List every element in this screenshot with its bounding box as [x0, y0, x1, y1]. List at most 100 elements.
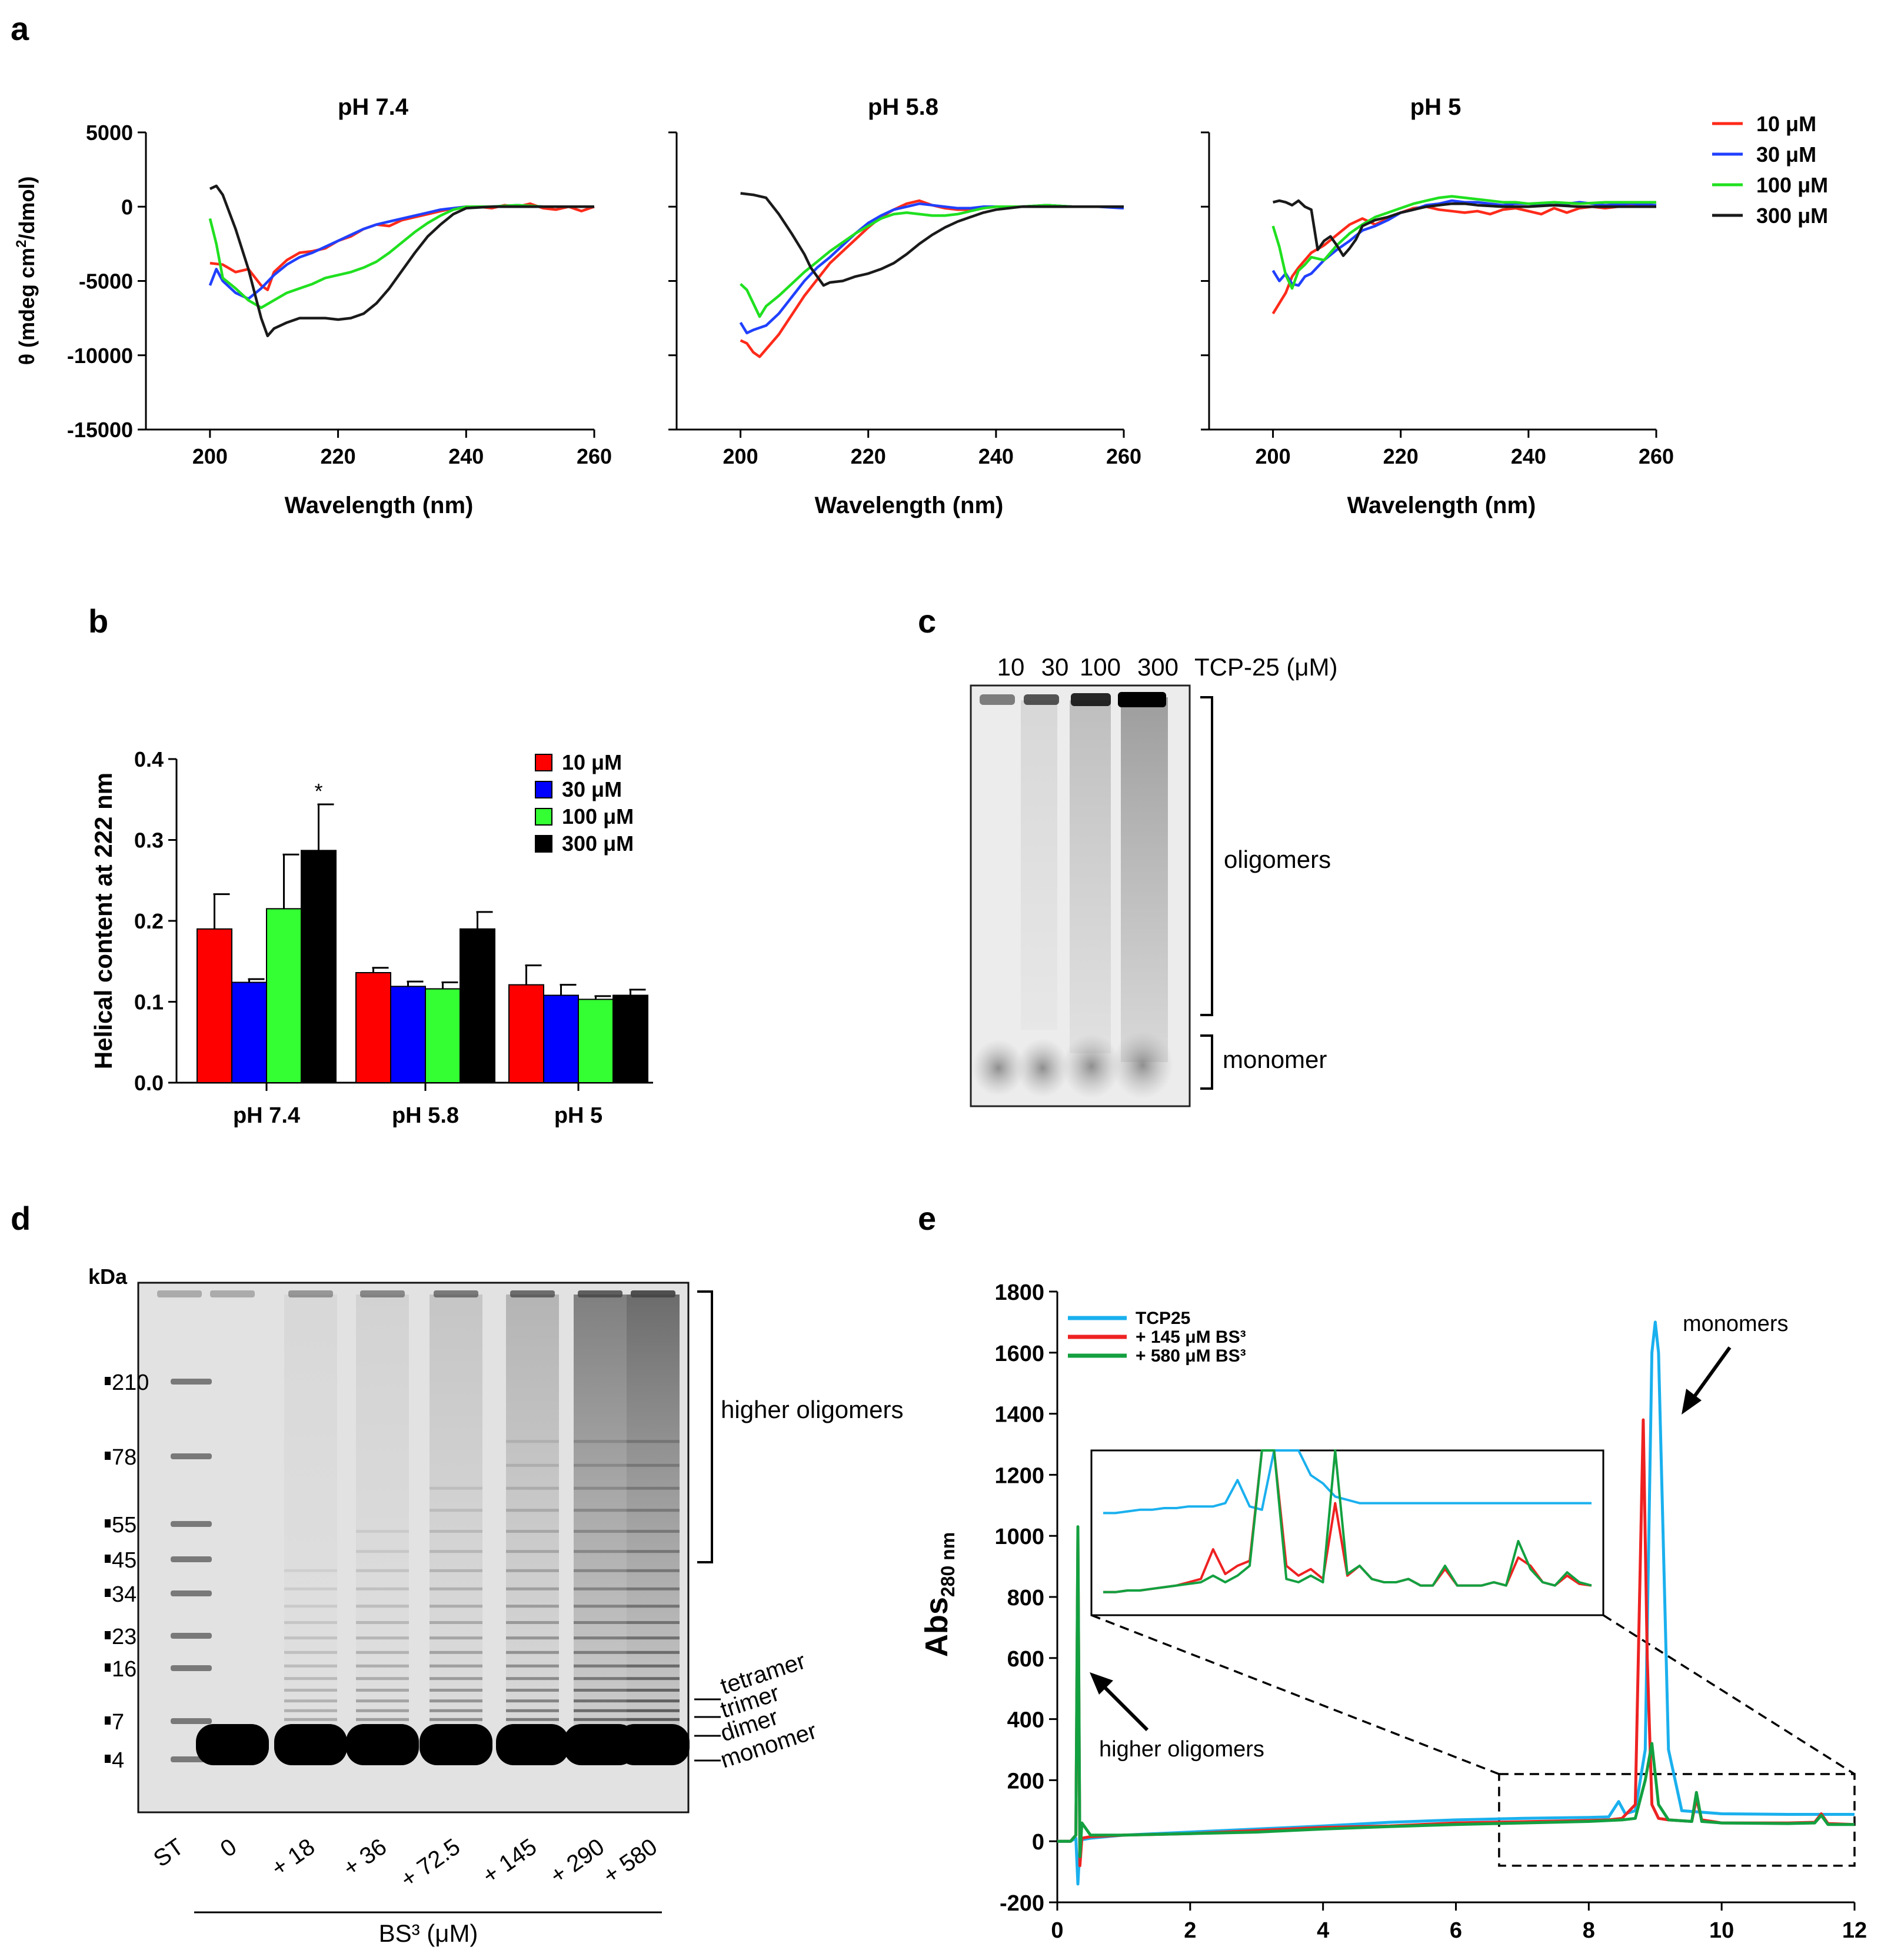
- gel-d-label-higher: higher oligomers: [721, 1396, 904, 1423]
- ladder-label: 16: [112, 1657, 137, 1682]
- chrom-y-tick-label: 1400: [994, 1403, 1044, 1427]
- gel-d-oligomer-band: [506, 1605, 559, 1608]
- bar: [543, 994, 579, 1083]
- gel-d-oligomer-band: [627, 1587, 680, 1590]
- gel-d-lane-smear: [506, 1295, 559, 1748]
- cd-y-tick-label: -15000: [67, 418, 133, 442]
- ladder-marker-dot: [105, 1663, 111, 1672]
- gel-d-ladder-band: [171, 1633, 212, 1639]
- cd-x-tick-label: 220: [1383, 444, 1419, 468]
- gel-d-oligomer-band: [574, 1530, 627, 1533]
- gel-d-lane-labels: ST 0 + 18 + 36 + 72.5 + 145 + 290+ 580: [149, 1833, 662, 1892]
- chrom-y-tick-label: 400: [1007, 1708, 1044, 1733]
- gel-d-oligomer-band: [506, 1486, 559, 1490]
- gel-d-oligomer-band: [506, 1718, 559, 1721]
- chrom-inset-connector: [1091, 1614, 1500, 1775]
- gel-d-oligomer-band: [356, 1569, 409, 1572]
- chrom-y-tick-label: 1000: [994, 1525, 1044, 1549]
- gel-c-monomer-30: [1016, 1039, 1069, 1097]
- gel-d-oligomer-band: [574, 1486, 627, 1490]
- gel-d-ladder-band: [171, 1379, 212, 1385]
- chrom-y-tick-label: 0: [1032, 1830, 1044, 1855]
- cd-series-line: [740, 204, 1124, 318]
- cd-y-tick-label: 0: [121, 195, 133, 219]
- gel-d-oligomer-band: [356, 1636, 409, 1640]
- chrom-x-tick-label: 8: [1583, 1918, 1595, 1943]
- gel-c-monomer-300: [1112, 1031, 1173, 1099]
- gel-d-lane-label: + 72.5: [396, 1833, 465, 1892]
- gel-d-oligomer-band: [430, 1530, 482, 1533]
- gel-c-lane-300: 300: [1137, 653, 1178, 681]
- chrom-x-tick-label: 12: [1842, 1918, 1867, 1943]
- gel-d-oligomer-band: [430, 1569, 482, 1572]
- gel-d-oligomer-band: [627, 1677, 680, 1681]
- gel-d-oligomer-band: [430, 1677, 482, 1681]
- gel-d-oligomer-band: [430, 1550, 482, 1553]
- gel-d-oligomer-band: [430, 1650, 482, 1654]
- chrom-y-tick-label: -200: [1000, 1891, 1044, 1916]
- cd-x-tick-label: 200: [192, 444, 228, 468]
- cd-series-line: [740, 192, 1124, 287]
- gel-d-oligomer-band: [506, 1689, 559, 1692]
- gel-d-oligomer-band: [574, 1677, 627, 1681]
- gel-d-oligomer-band: [627, 1709, 680, 1712]
- chrom-x-tick-label: 10: [1709, 1918, 1734, 1943]
- gel-d-monomer-band: [420, 1724, 492, 1765]
- gel-d-ladder-band: [171, 1556, 212, 1562]
- cd-x-tick-label: 200: [723, 444, 758, 468]
- gel-d-oligomer-band: [284, 1587, 337, 1590]
- cd-series-line: [1271, 204, 1656, 315]
- panel-letter-e: e: [918, 1200, 936, 1237]
- panel-c-native-gel: [970, 684, 1213, 1107]
- gel-d-oligomer-band: [574, 1587, 627, 1590]
- gel-d-oligomer-band: [627, 1636, 680, 1640]
- gel-c-well-30: [1024, 694, 1059, 705]
- gel-d-lane-label: + 290: [545, 1833, 609, 1889]
- bar: [301, 850, 337, 1083]
- gel-c-lane-10: 10: [997, 653, 1025, 681]
- gel-c-monomer-100: [1062, 1034, 1121, 1099]
- gel-d-oligomer-band: [627, 1689, 680, 1692]
- gel-d-ladder-band: [171, 1453, 212, 1459]
- cd-x-tick-label: 240: [1511, 444, 1546, 468]
- panel-a-ylabel: θ (mdeg cm2/dmol): [14, 177, 39, 365]
- bar: [460, 928, 495, 1083]
- bar-category-label: pH 7.4: [233, 1103, 300, 1128]
- gel-d-oligomer-band: [356, 1709, 409, 1712]
- gel-d-oligomer-band: [627, 1699, 680, 1703]
- gel-c-monomer-bracket: [1200, 1034, 1213, 1090]
- gel-d-oligomer-band: [284, 1650, 337, 1654]
- gel-d-oligomer-band: [574, 1440, 627, 1443]
- gel-d-oligomer-band: [627, 1621, 680, 1624]
- panel-b-bar-chart: 0.0 0.1 0.2 0.3 0.4 Helical content at 222 nm…: [89, 747, 653, 1128]
- gel-d-oligomer-band: [356, 1550, 409, 1553]
- gel-d-oligomer-band: [506, 1530, 559, 1533]
- gel-d-oligomer-band: [284, 1718, 337, 1721]
- gel-d-oligomer-band: [356, 1677, 409, 1681]
- gel-d-ladder-band: [171, 1665, 212, 1671]
- gel-d-oligomer-band: [506, 1677, 559, 1681]
- gel-d-oligomer-band: [430, 1636, 482, 1640]
- gel-d-oligomer-band: [430, 1699, 482, 1703]
- gel-d-oligomer-band: [627, 1650, 680, 1654]
- bar: [231, 981, 267, 1083]
- cd-subplot-title: pH 7.4: [338, 94, 409, 120]
- chrom-inset-series-line: [1103, 1449, 1592, 1593]
- gel-d-oligomer-band: [430, 1709, 482, 1712]
- chrom-x-tick-label: 2: [1184, 1918, 1196, 1943]
- bar-legend-swatch: [535, 754, 552, 771]
- bar-y-tick-label: 0.0: [134, 1071, 164, 1095]
- gel-d-oligomer-band: [356, 1605, 409, 1608]
- gel-d-oligomer-band: [506, 1550, 559, 1553]
- gel-c-oligomer-bracket: [1200, 696, 1213, 1016]
- cd-y-tick-label: 5000: [86, 121, 133, 145]
- cd-x-tick-label: 220: [321, 444, 356, 468]
- gel-c-monomer-10: [972, 1040, 1025, 1096]
- chrom-y-tick-label: 1600: [994, 1342, 1044, 1366]
- cd-xlabel: Wavelength (nm): [1347, 493, 1536, 518]
- gel-d-well: [434, 1290, 478, 1297]
- bar: [508, 984, 544, 1083]
- bar-legend-swatch: [535, 835, 552, 853]
- cd-y-tick-label: -5000: [79, 269, 133, 294]
